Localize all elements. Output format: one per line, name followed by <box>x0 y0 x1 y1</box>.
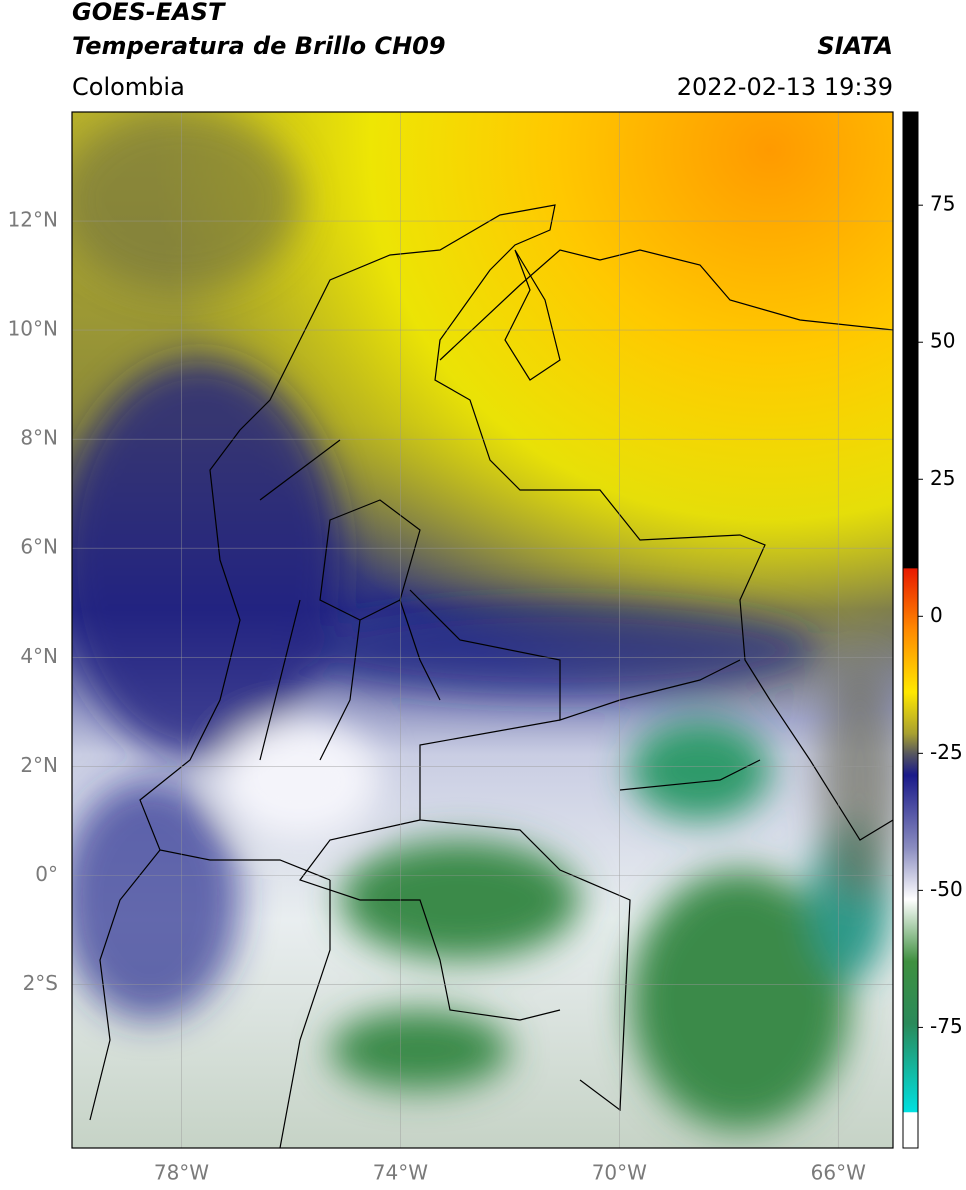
lon-tick-label: 66°W <box>811 1161 866 1185</box>
satellite: GOES-EAST <box>72 0 226 26</box>
graticule <box>72 112 893 1148</box>
colorbar-tick-label: 75 <box>930 192 955 216</box>
lat-tick-label: 6°N <box>20 535 58 559</box>
institution: SIATA <box>817 32 893 60</box>
lat-tick-label: 10°N <box>8 317 58 341</box>
lon-tick-label: 78°W <box>154 1161 209 1185</box>
product: Temperatura de Brillo CH09 <box>72 32 446 60</box>
region: Colombia <box>72 73 185 101</box>
colorbar <box>902 111 919 1149</box>
colorbar-tick-label: -25 <box>930 740 963 764</box>
lat-tick-label: 8°N <box>20 426 58 450</box>
tick-labels: 12°N 10°N 8°N 6°N 4°N 2°N 0° 2°S 78°W 74°W 70°W 66°… <box>8 192 963 1185</box>
satellite-image <box>72 112 893 1148</box>
lon-tick-label: 70°W <box>592 1161 647 1185</box>
map-frame <box>71 111 894 1149</box>
lat-tick-label: 2°S <box>23 971 58 995</box>
lat-tick-label: 2°N <box>20 753 58 777</box>
colorbar-tick-label: -50 <box>930 877 963 901</box>
colorbar-tick-label: -75 <box>930 1014 963 1038</box>
colorbar-tick-label: 25 <box>930 466 955 490</box>
lat-tick-label: 0° <box>35 862 58 886</box>
colorbar-tick-label: 0 <box>930 603 943 627</box>
datetime: 2022-02-13 19:39 <box>677 73 893 101</box>
lon-tick-label: 74°W <box>373 1161 428 1185</box>
colorbar-tick-label: 50 <box>930 329 955 353</box>
lat-tick-label: 4°N <box>20 644 58 668</box>
lat-tick-label: 12°N <box>8 208 58 232</box>
